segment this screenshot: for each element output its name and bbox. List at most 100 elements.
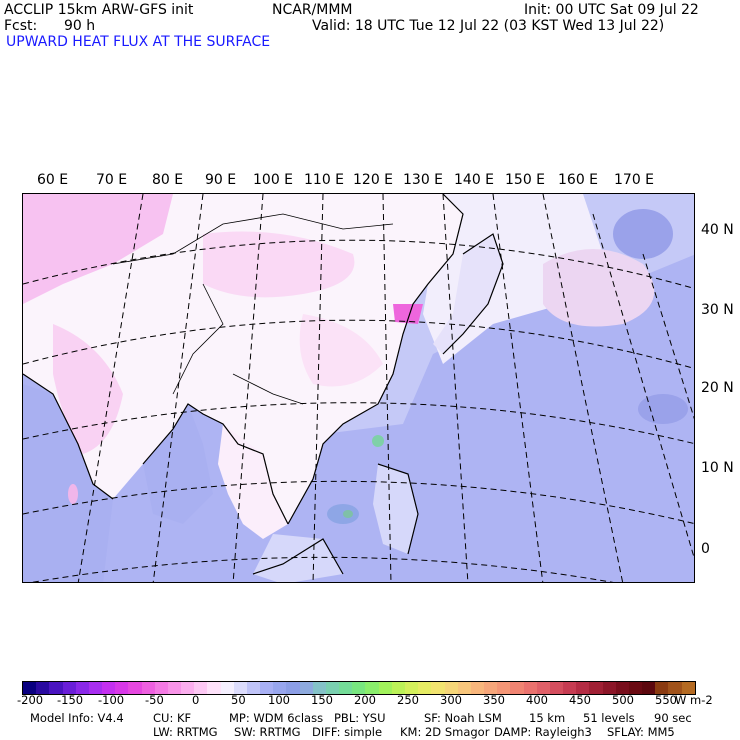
country-borders xyxy=(112,213,394,405)
colorbar-swatch xyxy=(470,682,485,694)
green-spot-sea xyxy=(343,510,353,518)
colorbar-swatch xyxy=(128,682,142,694)
colorbar-swatch xyxy=(484,682,498,694)
footer-levels: 51 levels xyxy=(583,711,635,725)
pink-region-china xyxy=(299,314,383,387)
colorbar-swatch xyxy=(655,682,669,694)
philippines xyxy=(373,464,418,554)
forecast-hour: 90 h xyxy=(64,18,96,34)
colorbar-swatch xyxy=(576,682,590,694)
colorbar-swatch xyxy=(246,682,261,694)
lon-label: 120 E xyxy=(353,172,394,188)
lat-label: 40 N xyxy=(701,222,734,238)
footer-pbl: PBL: YSU xyxy=(334,711,386,725)
colorbar-swatch xyxy=(378,682,392,694)
colorbar-swatch xyxy=(628,682,643,694)
colorbar-swatch xyxy=(233,682,247,694)
footer-sflay: SFLAY: MM5 xyxy=(607,725,675,739)
colorbar-label: -150 xyxy=(57,693,84,707)
sri-lanka xyxy=(68,484,78,504)
valid-time: Valid: 18 UTC Tue 12 Jul 22 (03 KST Wed … xyxy=(312,18,665,34)
init-time: Init: 00 UTC Sat 09 Jul 22 xyxy=(524,2,699,18)
colorbar-swatch xyxy=(154,682,168,694)
colorbar-swatch xyxy=(325,682,340,694)
indochina xyxy=(218,424,288,539)
footer-sf: SF: Noah LSM xyxy=(424,711,502,725)
colorbar-label: -50 xyxy=(145,693,164,707)
lat-label: 0 xyxy=(701,541,710,557)
heat-flux-map xyxy=(22,193,695,583)
colorbar-units: W m-2 xyxy=(675,693,713,707)
philippines-coast xyxy=(377,463,419,555)
colorbar-swatch xyxy=(88,682,103,694)
colorbar-swatch xyxy=(273,682,287,694)
footer-lw: LW: RRTMG xyxy=(153,725,218,739)
colorbar-swatch xyxy=(339,682,353,694)
pink-region-tibet xyxy=(203,231,355,298)
asian-landmass xyxy=(23,194,463,524)
colorbar-swatch xyxy=(75,682,89,694)
colorbar-label: 50 xyxy=(231,693,246,707)
field-title: UPWARD HEAT FLUX AT THE SURFACE xyxy=(6,34,271,50)
colorbar-label: 500 xyxy=(612,693,634,707)
colorbar-swatch xyxy=(642,682,656,694)
footer-sw: SW: RRTMG xyxy=(234,725,301,739)
footer-km: KM: 2D Smagor xyxy=(400,725,490,739)
forecast-label: Fcst: xyxy=(4,18,38,34)
lon-label: 140 E xyxy=(454,172,495,188)
colorbar-swatch xyxy=(497,682,511,694)
colorbar-label: 150 xyxy=(311,693,333,707)
pink-hotspot-korea xyxy=(393,304,423,324)
colorbar-swatch xyxy=(260,682,274,694)
colorbar-label: -100 xyxy=(98,693,125,707)
map-canvas xyxy=(23,194,694,582)
colorbar-label: 400 xyxy=(526,693,548,707)
colorbar-swatch xyxy=(220,682,234,694)
footer-diff: DIFF: simple xyxy=(312,725,383,739)
lon-label: 100 E xyxy=(253,172,294,188)
bay-of-bengal xyxy=(143,404,213,524)
colorbar-swatch xyxy=(391,682,405,694)
lat-label: 20 N xyxy=(701,380,734,396)
colorbar-swatch xyxy=(49,682,63,694)
colorbar-label: 200 xyxy=(354,693,376,707)
colorbar-label: 100 xyxy=(268,693,290,707)
lon-label: 150 E xyxy=(505,172,546,188)
green-spot-taiwan xyxy=(372,435,384,447)
lon-label: 110 E xyxy=(304,172,345,188)
colorbar-swatch xyxy=(457,682,471,694)
lon-label: 170 E xyxy=(614,172,655,188)
colorbar-swatch xyxy=(286,682,300,694)
japan-coast xyxy=(442,233,504,355)
blue-patch-east xyxy=(638,394,688,424)
colorbar-swatch xyxy=(365,682,379,694)
colorbar-label: 250 xyxy=(397,693,419,707)
pink-region-central-asia xyxy=(23,194,173,304)
colorbar-swatch xyxy=(141,682,155,694)
coastline xyxy=(23,194,464,525)
colorbar-swatch xyxy=(681,682,695,694)
arabian-sea xyxy=(23,384,113,582)
footer-cu: CU: KF xyxy=(153,711,192,725)
lat-label: 10 N xyxy=(701,460,734,476)
colorbar-swatch xyxy=(181,682,195,694)
graticule xyxy=(23,194,694,582)
colorbar-swatch xyxy=(431,682,445,694)
colorbar-swatch xyxy=(523,682,537,694)
colorbar-swatch xyxy=(194,682,208,694)
footer-mp: MP: WDM 6class xyxy=(229,711,324,725)
colorbar-swatch xyxy=(167,682,182,694)
colorbar-label: 350 xyxy=(483,693,505,707)
colorbar-label: 0 xyxy=(192,693,200,707)
lon-label: 60 E xyxy=(37,172,69,188)
colorbar-swatch xyxy=(615,682,629,694)
colorbar-label: 550 xyxy=(655,693,677,707)
center-label: NCAR/MMM xyxy=(272,2,353,18)
colorbar-swatch xyxy=(207,682,221,694)
colorbar-swatch xyxy=(23,682,37,694)
colorbar-swatch xyxy=(510,682,524,694)
colorbar-label: 300 xyxy=(440,693,462,707)
colorbar-swatch xyxy=(115,682,129,694)
lon-label: 130 E xyxy=(403,172,444,188)
colorbar-swatch xyxy=(352,682,366,694)
